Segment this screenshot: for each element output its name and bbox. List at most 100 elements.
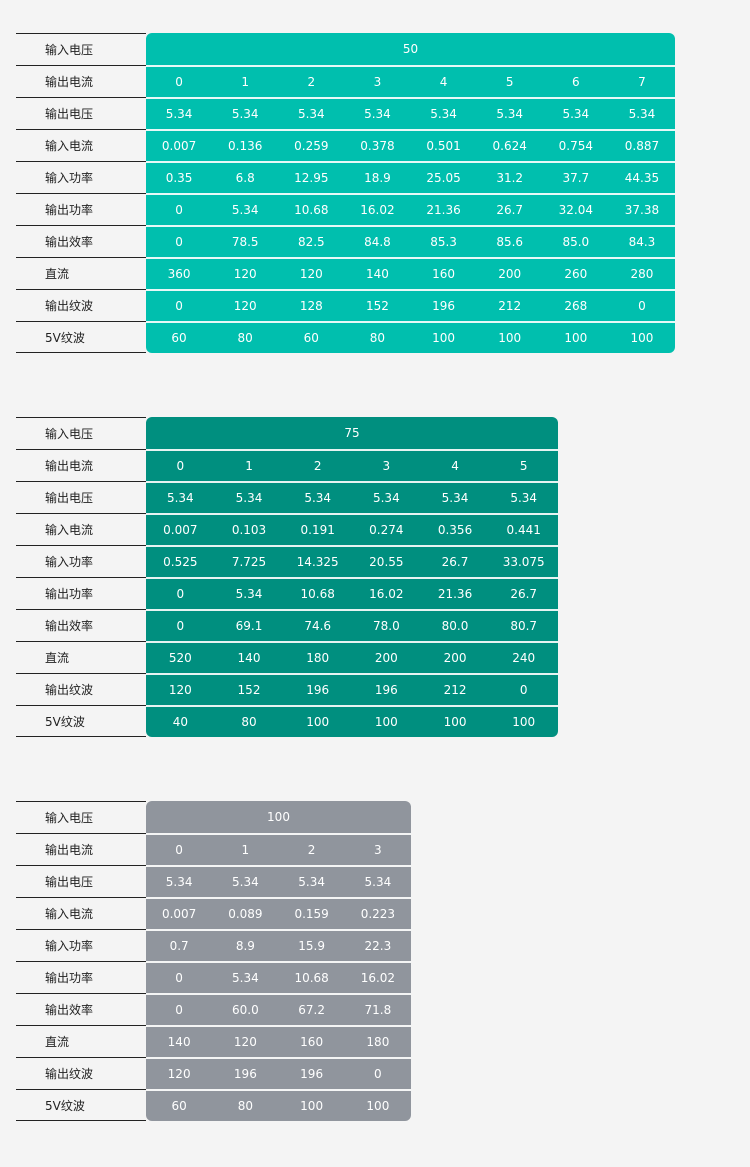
table-cell: 0 xyxy=(176,459,185,473)
row-label: 输入电压 xyxy=(16,33,146,65)
table-row: 5V纹波 60 80 60 80 100 100 100 100 xyxy=(16,321,675,353)
row-cells: 0.007 0.089 0.159 0.223 xyxy=(146,897,411,929)
table-cell: 0.35 xyxy=(165,171,193,185)
table-cell: 100 xyxy=(432,331,456,345)
row-cells: 0 1 2 3 4 5 xyxy=(146,449,558,481)
row-label: 输入电流 xyxy=(16,513,146,545)
table-cell: 200 xyxy=(443,651,467,665)
table-rows: 输入电压 100 输出电流 0 1 2 3 输出电压 5.34 5.34 5.34 5.34 输入电流 0… xyxy=(16,801,411,1121)
table-cell: 212 xyxy=(443,683,467,697)
row-label: 输出功率 xyxy=(16,577,146,609)
table-cell: 0.007 xyxy=(161,139,197,153)
table-cell: 100 xyxy=(374,715,398,729)
row-label: 直流 xyxy=(16,257,146,289)
table-cell: 5.34 xyxy=(232,875,259,889)
table-cell: 33.075 xyxy=(502,555,545,569)
row-label: 输出电压 xyxy=(16,481,146,513)
table-row: 输出功率 0 5.34 10.68 16.02 21.36 26.7 32.04 37.38 xyxy=(16,193,675,225)
table-cell: 0 xyxy=(175,1003,183,1017)
table-cell: 5.34 xyxy=(166,491,194,505)
row-label: 输入功率 xyxy=(16,929,146,961)
table-cell: 120 xyxy=(233,299,257,313)
table-cell: 0.191 xyxy=(300,523,335,537)
table-cell: 71.8 xyxy=(364,1003,392,1017)
table-row: 输入电压 50 xyxy=(16,33,675,65)
row-label: 输入电压 xyxy=(16,801,146,833)
table-cell: 0 xyxy=(519,683,528,697)
table-cell: 5.34 xyxy=(364,107,391,121)
row-cells: 60 80 100 100 xyxy=(146,1089,411,1121)
table-row: 输出电流 0 1 2 3 4 5 6 7 xyxy=(16,65,675,97)
table-cell: 80 xyxy=(237,331,253,345)
table-cell: 5 xyxy=(505,75,514,89)
row-label: 输入电流 xyxy=(16,129,146,161)
table-cell: 21.36 xyxy=(426,203,461,217)
table-cell: 5.34 xyxy=(430,107,457,121)
table-row: 输入电压 100 xyxy=(16,801,411,833)
table-cell: 4 xyxy=(451,459,459,473)
row-label: 直流 xyxy=(16,1025,146,1057)
table-cell: 10.68 xyxy=(300,587,335,601)
table-cell: 100 xyxy=(630,331,654,345)
table-row: 输入功率 0.525 7.725 14.325 20.55 26.7 33.075 xyxy=(16,545,558,577)
table-cell: 16.02 xyxy=(360,203,395,217)
table-row: 直流 360 120 120 140 160 200 260 280 xyxy=(16,257,675,289)
table-cell: 140 xyxy=(167,1035,191,1049)
table-cell: 100 xyxy=(512,715,536,729)
data-table-75: 输入电压 75 输出电流 0 1 2 3 4 5 输出电压 5.34 5.34 5.34 5.34 5.34… xyxy=(16,417,558,737)
table-cell: 0.356 xyxy=(437,523,473,537)
row-cells: 0 1 2 3 xyxy=(146,833,411,865)
table-cell: 160 xyxy=(300,1035,324,1049)
table-cell: 0.525 xyxy=(163,555,198,569)
table-cell: 3 xyxy=(374,843,382,857)
table-rows: 输入电压 50 输出电流 0 1 2 3 4 5 6 7 输出电压 5.34 5.34 5.34 5.34 5.… xyxy=(16,33,675,353)
row-cells: 0 78.5 82.5 84.8 85.3 85.6 85.0 84.3 xyxy=(146,225,675,257)
table-cell: 100 xyxy=(306,715,330,729)
table-row: 5V纹波 60 80 100 100 xyxy=(16,1089,411,1121)
table-cell: 60 xyxy=(303,331,319,345)
table-row: 输入电流 0.007 0.136 0.259 0.378 0.501 0.624 0.754 0… xyxy=(16,129,675,161)
table-cell: 5.34 xyxy=(165,875,193,889)
table-cell: 5.34 xyxy=(235,587,263,601)
table-row: 输出电压 5.34 5.34 5.34 5.34 xyxy=(16,865,411,897)
row-label: 输入功率 xyxy=(16,545,146,577)
table-row: 输出纹波 120 152 196 196 212 0 xyxy=(16,673,558,705)
row-cells: 50 xyxy=(146,33,675,65)
table-cell: 2 xyxy=(313,459,322,473)
table-cell: 85.3 xyxy=(430,235,457,249)
row-cells: 0 69.1 74.6 78.0 80.0 80.7 xyxy=(146,609,558,641)
data-table-100: 输入电压 100 输出电流 0 1 2 3 输出电压 5.34 5.34 5.34 5.34 输入电流 0… xyxy=(16,801,411,1121)
table-cell: 5.34 xyxy=(372,491,400,505)
table-cell: 7.725 xyxy=(231,555,267,569)
table-cell: 0 xyxy=(175,971,183,985)
table-cell: 80 xyxy=(369,331,386,345)
row-cells: 5.34 5.34 5.34 5.34 xyxy=(146,865,411,897)
data-table-50: 输入电压 50 输出电流 0 1 2 3 4 5 6 7 输出电压 5.34 5.34 5.34 5.34 5.… xyxy=(16,33,675,353)
row-label: 输出电流 xyxy=(16,833,146,865)
row-cells: 0.525 7.725 14.325 20.55 26.7 33.075 xyxy=(146,545,558,577)
row-cells: 5.34 5.34 5.34 5.34 5.34 5.34 5.34 5.34 xyxy=(146,97,675,129)
row-cells: 120 152 196 196 212 0 xyxy=(146,673,558,705)
table-cell: 0.274 xyxy=(369,523,404,537)
table-cell: 2 xyxy=(307,843,316,857)
table-cell: 0.501 xyxy=(426,139,461,153)
table-cell: 60.0 xyxy=(232,1003,259,1017)
table-cell: 0.378 xyxy=(360,139,395,153)
table-cell: 0 xyxy=(175,203,183,217)
table-cell: 100 xyxy=(443,715,467,729)
table-cell: 120 xyxy=(233,1035,257,1049)
table-cell: 5.34 xyxy=(562,107,590,121)
table-row: 输出电流 0 1 2 3 4 5 xyxy=(16,449,558,481)
table-row: 输出电流 0 1 2 3 xyxy=(16,833,411,865)
table-row: 输出纹波 120 196 196 0 xyxy=(16,1057,411,1089)
table-cell: 78.0 xyxy=(372,619,400,633)
table-row: 输入功率 0.7 8.9 15.9 22.3 xyxy=(16,929,411,961)
table-cell: 37.7 xyxy=(562,171,590,185)
row-label: 输出电流 xyxy=(16,65,146,97)
table-cell: 16.02 xyxy=(369,587,404,601)
table-cell: 260 xyxy=(564,267,588,281)
table-cell: 0 xyxy=(175,299,183,313)
table-cell: 0.259 xyxy=(294,139,329,153)
table-cell: 1 xyxy=(241,75,249,89)
table-cell: 196 xyxy=(374,683,398,697)
